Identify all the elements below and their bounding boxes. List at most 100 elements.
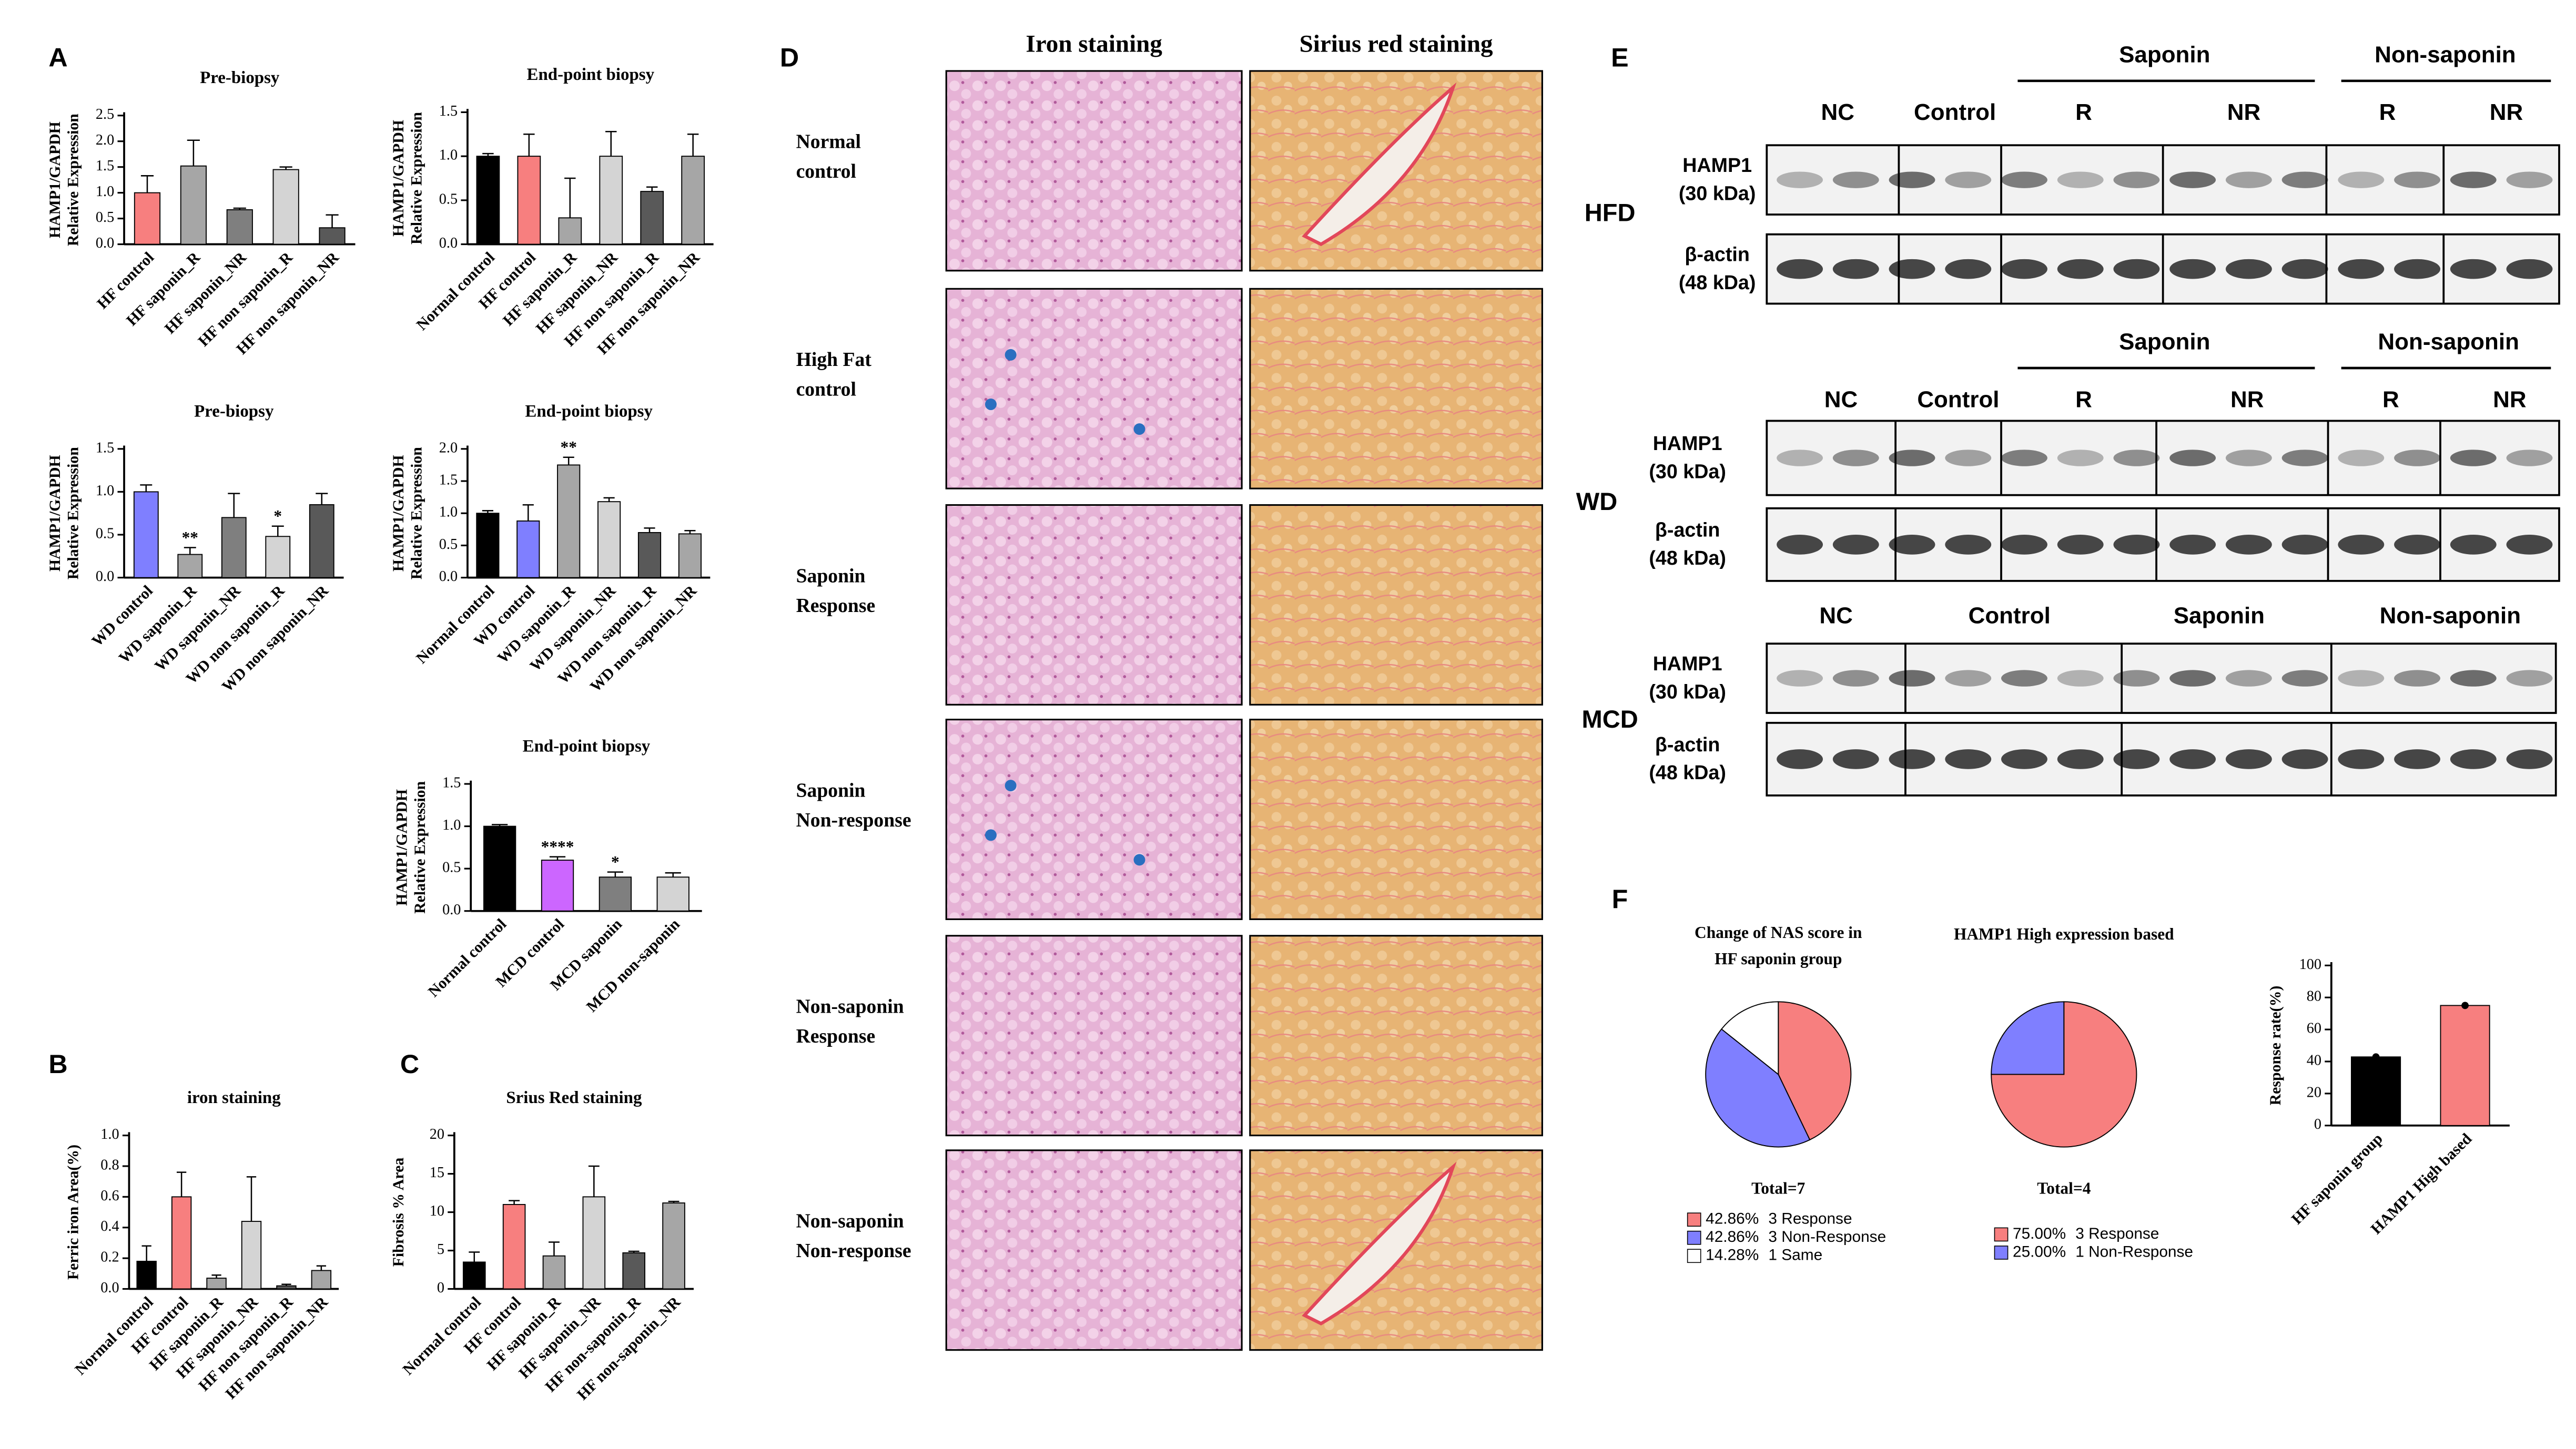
blot-band: [2338, 749, 2385, 769]
column-header: Iron staining: [1026, 30, 1162, 58]
blot-band: [2113, 535, 2160, 555]
y-tick-label: 40: [2307, 1052, 2321, 1068]
blot-band: [1889, 749, 1935, 769]
lane-label: R: [2075, 386, 2092, 412]
blot-band: [2001, 171, 2047, 188]
pie-slice: [1705, 1028, 1811, 1148]
y-axis-label: HAMP1/GAPDH: [46, 455, 64, 572]
sirius-image: [1249, 288, 1543, 489]
bar: [637, 532, 662, 578]
blot-band: [2338, 259, 2385, 279]
bar: [599, 876, 632, 912]
blot-header: Saponin: [2119, 42, 2210, 67]
y-tick-label: 0: [2314, 1116, 2321, 1132]
y-tick-label: 10: [430, 1203, 444, 1219]
pie-total: Total=7: [1751, 1179, 1805, 1197]
iron-deposit: [985, 829, 997, 841]
significance: **: [561, 438, 577, 456]
y-tick-label: 20: [2307, 1084, 2321, 1100]
error-bar: [233, 207, 246, 210]
blot-band: [2394, 259, 2440, 279]
blot-band: [2001, 450, 2047, 466]
error-bar: [563, 456, 574, 465]
y-tick-label: 2.5: [96, 106, 114, 123]
blot-band: [2169, 670, 2216, 687]
error-bar: [523, 134, 535, 157]
iron-image: [945, 1149, 1243, 1351]
error-bar: [522, 504, 534, 521]
panel-letter: E: [1611, 43, 1629, 72]
iron-deposit: [1005, 780, 1017, 792]
lane-label: Control: [1914, 99, 1996, 125]
y-tick-label: 0.0: [442, 902, 461, 918]
blot-band: [2338, 171, 2385, 188]
bar: [171, 1196, 192, 1290]
bar: [272, 169, 299, 245]
legend-swatch: [1994, 1246, 2009, 1260]
bar: [662, 1202, 685, 1290]
data-point: [2461, 1002, 2469, 1009]
y-tick-label: 0.0: [100, 1280, 119, 1296]
row-label: Saponin: [796, 565, 866, 587]
blot-band: [2338, 535, 2385, 555]
y-tick-label: 1.0: [439, 504, 458, 521]
y-tick-label: 0.5: [439, 536, 458, 553]
blot-band: [2001, 535, 2047, 555]
blot-band: [2225, 670, 2272, 687]
blot-band: [1832, 749, 1879, 769]
blot-row-label: (48 kDa): [1679, 271, 1756, 293]
sirius-image: [1249, 935, 1543, 1137]
blot-group: WD: [1576, 487, 1617, 515]
error-bar: [211, 1274, 221, 1279]
iron-image: [945, 288, 1243, 489]
legend-value: 14.28%: [1706, 1247, 1759, 1264]
blot-row-label: (48 kDa): [1649, 761, 1726, 783]
blot-band: [1832, 259, 1879, 279]
y-tick-label: 0.5: [96, 209, 114, 226]
y-tick-label: 1.0: [439, 147, 458, 164]
vessel: [1302, 82, 1457, 247]
error-bar: [687, 134, 699, 157]
blot-band: [2169, 749, 2216, 769]
row-label: Response: [796, 595, 876, 617]
lane-label: R: [2382, 386, 2399, 412]
bar: [221, 517, 247, 578]
bar: [557, 464, 581, 578]
blot-band: [2113, 171, 2160, 188]
chart-title: HF saponin group: [1715, 950, 1842, 968]
error-bar: [646, 186, 658, 192]
blot-band: [2338, 450, 2385, 466]
error-bar: [184, 547, 196, 555]
y-tick-label: 0.0: [96, 568, 114, 585]
y-axis-label: Response rate(%): [2267, 986, 2284, 1106]
y-tick-label: 0.6: [100, 1188, 119, 1204]
y-axis-label: Relative Expression: [408, 112, 425, 244]
bar: [311, 1270, 332, 1290]
legend-swatch: [1687, 1249, 1701, 1263]
y-axis-label: HAMP1/GAPDH: [390, 455, 407, 572]
panel-letter: F: [1612, 884, 1628, 914]
bar: [2351, 1056, 2401, 1126]
blot-band: [1777, 259, 1823, 279]
error-bar: [684, 530, 696, 534]
chart-title: End-point biopsy: [523, 737, 651, 756]
x-tick-label: Normal control: [425, 915, 510, 1001]
blot-row-label: (30 kDa): [1679, 182, 1756, 204]
lane-label: NR: [2227, 99, 2260, 125]
legend-label: 3 Response: [2075, 1225, 2159, 1242]
iron-image: [945, 70, 1243, 272]
blot-header: Non-saponin: [2375, 42, 2516, 67]
error-bar: [482, 152, 494, 157]
bar: [177, 554, 203, 578]
blot-band: [2057, 450, 2104, 466]
blot-row-label: HAMP1: [1653, 432, 1722, 454]
chart-title: HAMP1 High expression based: [1954, 925, 2174, 943]
blot-band: [2001, 259, 2047, 279]
blot-band: [2057, 749, 2104, 769]
blot-band: [1832, 450, 1879, 466]
blot-band: [1889, 535, 1935, 555]
blot-band: [2281, 259, 2328, 279]
bar: [656, 876, 689, 912]
vessel: [1302, 1161, 1457, 1326]
